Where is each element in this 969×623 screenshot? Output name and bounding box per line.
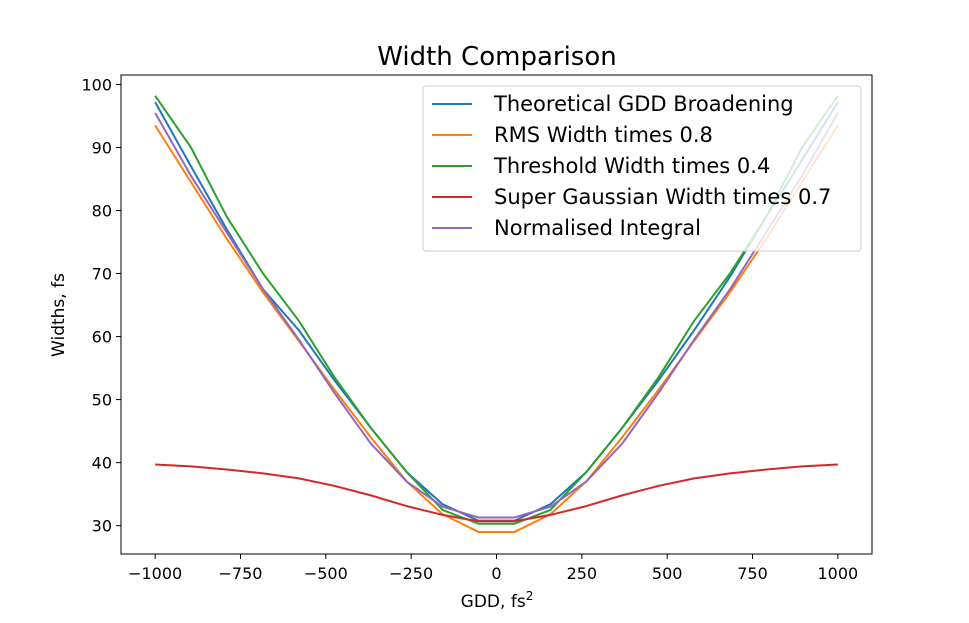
y-tick-label: 90 — [92, 138, 112, 157]
legend-label-4: Normalised Integral — [494, 216, 701, 240]
y-tick-label: 30 — [92, 517, 112, 536]
series-line-4 — [154, 112, 839, 519]
x-tick-label: 750 — [737, 564, 768, 583]
legend-label-3: Super Gaussian Width times 0.7 — [494, 185, 831, 209]
y-tick-label: 70 — [92, 265, 112, 284]
y-axis-label: Widths, fs — [49, 273, 69, 357]
series-line-2 — [154, 95, 839, 525]
plot-area — [120, 74, 873, 555]
y-tick-label: 60 — [92, 328, 112, 347]
legend: Theoretical GDD Broadening RMS Width time… — [422, 85, 862, 252]
legend-box — [422, 85, 862, 252]
x-tick-label: 1000 — [818, 564, 859, 583]
y-tick-label: 40 — [92, 454, 112, 473]
x-axis-label-superscript: 2 — [526, 589, 534, 603]
x-tick-label: −500 — [304, 564, 348, 583]
x-tick-label: 0 — [491, 564, 501, 583]
x-tick-label: −250 — [389, 564, 433, 583]
x-tick-label: 250 — [567, 564, 598, 583]
series-line-1 — [154, 124, 839, 533]
y-tick-label: 100 — [81, 75, 112, 94]
y-tick-label: 80 — [92, 202, 112, 221]
legend-label-2: Threshold Width times 0.4 — [493, 154, 770, 178]
chart-title: Width Comparison — [377, 42, 616, 72]
y-axis: 30 40 50 60 70 80 90 100 — [81, 75, 121, 536]
y-tick-label: 50 — [92, 391, 112, 410]
x-tick-label: 500 — [652, 564, 683, 583]
x-tick-label: −1000 — [128, 564, 182, 583]
x-tick-label: −750 — [219, 564, 263, 583]
x-axis-label: GDD, fs2 — [461, 589, 534, 612]
legend-label-1: RMS Width times 0.8 — [494, 123, 713, 147]
series-line-3 — [155, 463, 838, 523]
legend-label-0: Theoretical GDD Broadening — [493, 92, 794, 116]
x-axis: −1000 −750 −500 −250 0 250 500 750 1000 — [128, 554, 858, 583]
